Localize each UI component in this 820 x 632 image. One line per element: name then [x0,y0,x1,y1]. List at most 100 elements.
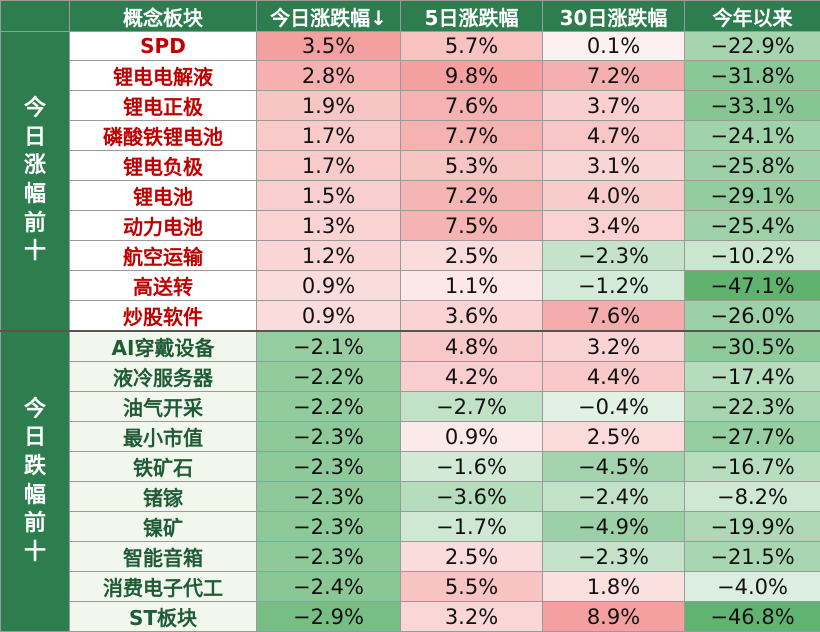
value-cell-ytd-change: −16.7% [685,452,820,482]
value-cell-ytd-change: −21.5% [685,542,820,572]
value-cell-today-change: 1.7% [257,121,401,151]
sector-name[interactable]: 智能音箱 [70,542,257,572]
value-cell-5day-change: −1.7% [401,512,543,542]
group-label-down: 今日跌幅前十 [1,331,70,632]
value-cell-ytd-change: −30.5% [685,331,820,362]
value-cell-30day-change: 0.1% [543,32,685,61]
sector-name[interactable]: AI穿戴设备 [70,331,257,362]
value-cell-30day-change: 7.2% [543,61,685,91]
value-cell-ytd-change: −47.1% [685,271,820,301]
value-cell-30day-change: −1.2% [543,271,685,301]
value-cell-5day-change: 7.2% [401,181,543,211]
value-cell-30day-change: 3.4% [543,211,685,241]
table-row[interactable]: 消费电子代工−2.4%5.5%1.8%−4.0% [1,572,820,602]
value-cell-today-change: 1.3% [257,211,401,241]
value-cell-ytd-change: −22.3% [685,392,820,422]
header-ytd-change[interactable]: 今年以来 [685,1,820,32]
value-cell-today-change: 1.2% [257,241,401,271]
value-cell-today-change: −2.3% [257,512,401,542]
value-cell-5day-change: 1.1% [401,271,543,301]
sector-name[interactable]: 高送转 [70,271,257,301]
value-cell-30day-change: 2.5% [543,422,685,452]
sector-name[interactable]: 锂电负极 [70,151,257,181]
table-row[interactable]: 镍矿−2.3%−1.7%−4.9%−19.9% [1,512,820,542]
value-cell-ytd-change: −19.9% [685,512,820,542]
sector-name[interactable]: 铁矿石 [70,452,257,482]
value-cell-ytd-change: −10.2% [685,241,820,271]
sector-name[interactable]: 油气开采 [70,392,257,422]
value-cell-today-change: −2.3% [257,452,401,482]
sector-name[interactable]: ST板块 [70,602,257,632]
value-cell-30day-change: 4.0% [543,181,685,211]
table-row[interactable]: 油气开采−2.2%−2.7%−0.4%−22.3% [1,392,820,422]
value-cell-ytd-change: −25.8% [685,151,820,181]
value-cell-30day-change: −4.9% [543,512,685,542]
sector-name[interactable]: 炒股软件 [70,301,257,332]
sector-name[interactable]: 航空运输 [70,241,257,271]
sector-name[interactable]: 消费电子代工 [70,572,257,602]
table-row[interactable]: ST板块−2.9%3.2%8.9%−46.8% [1,602,820,632]
value-cell-ytd-change: −8.2% [685,482,820,512]
sector-name[interactable]: 动力电池 [70,211,257,241]
value-cell-ytd-change: −27.7% [685,422,820,452]
table-row[interactable]: 液冷服务器−2.2%4.2%4.4%−17.4% [1,362,820,392]
header-corner [1,1,70,32]
header-today-change[interactable]: 今日涨跌幅↓ [257,1,401,32]
sector-name[interactable]: 锗镓 [70,482,257,512]
sector-name[interactable]: 锂电正极 [70,91,257,121]
value-cell-ytd-change: −22.9% [685,32,820,61]
sector-name[interactable]: 锂电池 [70,181,257,211]
group-label-up: 今日涨幅前十 [1,32,70,332]
value-cell-5day-change: 9.8% [401,61,543,91]
value-cell-30day-change: 1.8% [543,572,685,602]
value-cell-ytd-change: −25.4% [685,211,820,241]
value-cell-ytd-change: −31.8% [685,61,820,91]
value-cell-today-change: 1.7% [257,151,401,181]
value-cell-today-change: 1.5% [257,181,401,211]
sector-name[interactable]: 锂电电解液 [70,61,257,91]
sector-name[interactable]: 最小市值 [70,422,257,452]
sector-name[interactable]: 液冷服务器 [70,362,257,392]
header-5day-change[interactable]: 5日涨跌幅 [401,1,543,32]
sector-name[interactable]: 镍矿 [70,512,257,542]
value-cell-5day-change: 3.2% [401,602,543,632]
value-cell-30day-change: −2.3% [543,542,685,572]
header-30day-change[interactable]: 30日涨跌幅 [543,1,685,32]
value-cell-today-change: 0.9% [257,301,401,332]
table-row[interactable]: 锗镓−2.3%−3.6%−2.4%−8.2% [1,482,820,512]
value-cell-ytd-change: −17.4% [685,362,820,392]
value-cell-5day-change: 5.7% [401,32,543,61]
sector-name[interactable]: SPD [70,32,257,61]
table-row[interactable]: 最小市值−2.3%0.9%2.5%−27.7% [1,422,820,452]
value-cell-30day-change: 8.9% [543,602,685,632]
value-cell-30day-change: 4.4% [543,362,685,392]
value-cell-5day-change: 2.5% [401,542,543,572]
sector-name[interactable]: 磷酸铁锂电池 [70,121,257,151]
value-cell-ytd-change: −46.8% [685,602,820,632]
value-cell-5day-change: 7.6% [401,91,543,121]
value-cell-5day-change: 2.5% [401,241,543,271]
value-cell-ytd-change: −33.1% [685,91,820,121]
value-cell-30day-change: −2.4% [543,482,685,512]
header-sector: 概念板块 [70,1,257,32]
table-row[interactable]: 智能音箱−2.3%2.5%−2.3%−21.5% [1,542,820,572]
value-cell-30day-change: 4.7% [543,121,685,151]
value-cell-5day-change: 5.5% [401,572,543,602]
value-cell-30day-change: 3.2% [543,331,685,362]
value-cell-5day-change: 4.8% [401,331,543,362]
value-cell-5day-change: 4.2% [401,362,543,392]
value-cell-ytd-change: −26.0% [685,301,820,332]
table-row[interactable]: 铁矿石−2.3%−1.6%−4.5%−16.7% [1,452,820,482]
value-cell-30day-change: −2.3% [543,241,685,271]
